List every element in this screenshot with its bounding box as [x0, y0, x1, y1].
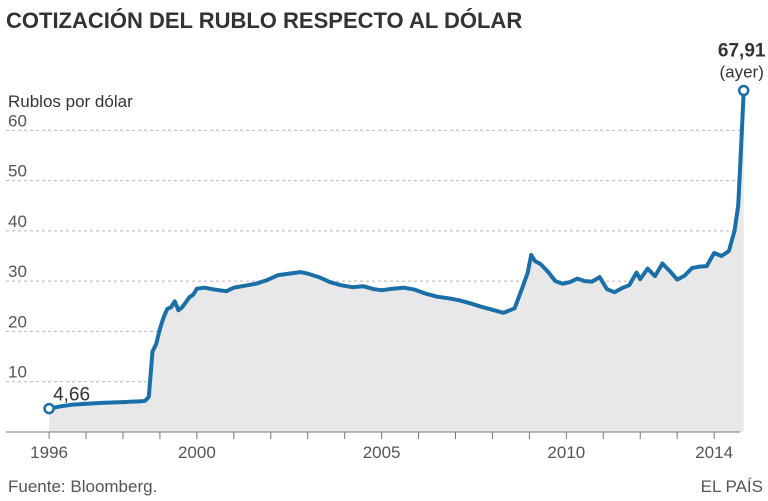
- end-point-marker: [737, 84, 750, 97]
- start-value-label: 4,66: [53, 385, 90, 406]
- y-tick-label: 60: [8, 111, 27, 130]
- y-tick-label: 40: [8, 212, 27, 231]
- y-tick-labels: 10 20 30 40 50 60: [8, 111, 27, 381]
- x-ticks: 1996 2000 2005 2010 2014: [30, 432, 733, 462]
- y-tick-label: 50: [8, 162, 27, 181]
- start-point-marker: [43, 402, 55, 415]
- y-tick-label: 10: [8, 363, 27, 382]
- source-note: Fuente: Bloomberg.: [8, 477, 157, 496]
- x-tick-label: 2010: [547, 443, 585, 462]
- y-axis-label: Rublos por dólar: [8, 92, 133, 111]
- end-value-note: (ayer): [719, 63, 763, 82]
- x-tick-label: 1996: [30, 443, 68, 462]
- brand-logo: EL PAÍS: [701, 477, 763, 496]
- chart-title: COTIZACIÓN DEL RUBLO RESPECTO AL DÓLAR: [6, 8, 522, 33]
- y-tick-label: 20: [8, 312, 27, 331]
- series-line: [47, 88, 746, 411]
- y-tick-label: 30: [8, 262, 27, 281]
- x-tick-label: 2014: [695, 443, 733, 462]
- x-tick-label: 2000: [178, 443, 216, 462]
- end-value-label: 67,91: [718, 41, 766, 62]
- x-tick-label: 2005: [363, 443, 401, 462]
- series-area: [49, 90, 744, 432]
